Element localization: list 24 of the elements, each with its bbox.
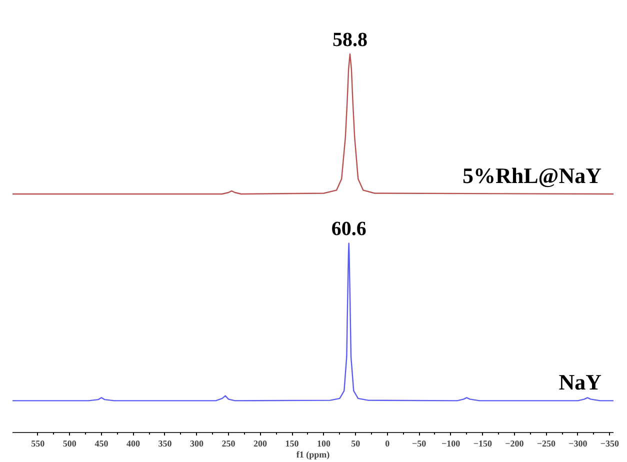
x-tick-label: 150 bbox=[285, 438, 300, 448]
x-tick-label: −150 bbox=[473, 438, 492, 448]
x-tick-label: 200 bbox=[254, 438, 268, 448]
x-tick-label: 0 bbox=[385, 438, 390, 448]
x-tick-label: 250 bbox=[222, 438, 236, 448]
x-tick-label: 100 bbox=[317, 438, 332, 448]
annotation: 58.8 bbox=[332, 28, 368, 51]
x-tick-label: 50 bbox=[351, 438, 361, 448]
series-label: 5%RhL@NaY bbox=[462, 163, 602, 188]
x-tick-label: 400 bbox=[126, 438, 140, 448]
x-tick-label: −200 bbox=[505, 438, 524, 448]
x-tick-label: −350 bbox=[600, 438, 620, 448]
x-tick-label: 550 bbox=[31, 438, 46, 448]
x-tick-label: −50 bbox=[412, 438, 427, 448]
x-tick-label: −250 bbox=[536, 438, 556, 448]
x-tick-label: −100 bbox=[442, 438, 461, 448]
x-axis-title: f1 (ppm) bbox=[296, 450, 330, 460]
series-label: NaY bbox=[558, 370, 602, 395]
annotation: 60.6 bbox=[331, 218, 366, 240]
x-tick-label: 500 bbox=[62, 438, 77, 448]
x-tick-label: 350 bbox=[158, 438, 172, 448]
x-tick-label: 450 bbox=[94, 438, 109, 448]
x-tick-label: −300 bbox=[568, 438, 588, 448]
x-tick-label: 300 bbox=[190, 438, 204, 448]
